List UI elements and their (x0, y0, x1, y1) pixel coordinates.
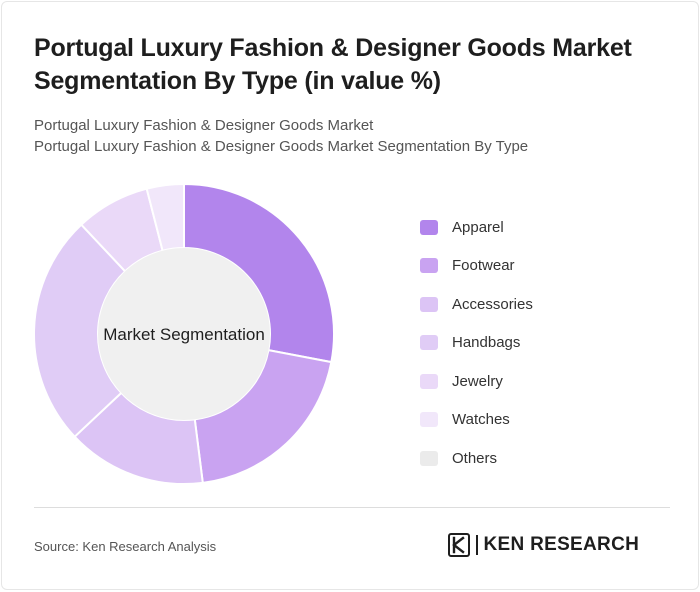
donut-center (98, 248, 270, 420)
legend-item-jewelry[interactable]: Jewelry (420, 362, 670, 401)
legend-swatch-watches (420, 412, 438, 428)
brand-logo: KEN RESEARCH (448, 532, 639, 558)
ken-research-logo-icon (448, 533, 470, 557)
legend-item-apparel[interactable]: Apparel (420, 208, 670, 247)
legend-label-watches: Watches (452, 411, 510, 429)
legend-swatch-footwear (420, 258, 438, 274)
source-note: Source: Ken Research Analysis (34, 539, 217, 554)
legend-label-jewelry: Jewelry (452, 372, 503, 390)
subtitle-line-2: Portugal Luxury Fashion & Designer Goods… (34, 138, 529, 155)
brand-name: KEN RESEARCH (483, 534, 640, 555)
donut-center-label: Market Segmentation (103, 325, 265, 344)
footer-divider (34, 507, 670, 508)
subtitle-line-1: Portugal Luxury Fashion & Designer Goods… (34, 117, 374, 134)
brand-divider (476, 535, 478, 555)
chart-subtitle: Portugal Luxury Fashion & Designer Goods… (34, 115, 674, 157)
legend-item-accessories[interactable]: Accessories (420, 285, 670, 324)
legend-item-footwear[interactable]: Footwear (420, 247, 670, 286)
legend-swatch-accessories (420, 296, 438, 312)
legend-label-footwear: Footwear (452, 257, 515, 275)
legend-label-handbags: Handbags (452, 334, 521, 352)
donut-chart: Market Segmentation (33, 182, 335, 485)
legend-swatch-jewelry (420, 373, 438, 389)
legend-label-others: Others (452, 449, 498, 467)
legend-swatch-apparel (420, 219, 438, 235)
legend-label-apparel: Apparel (452, 218, 504, 236)
legend-item-handbags[interactable]: Handbags (420, 324, 670, 363)
legend-item-others[interactable]: Others (420, 439, 670, 478)
legend-swatch-others (420, 450, 438, 466)
legend-swatch-handbags (420, 335, 438, 351)
chart-legend: Apparel Footwear Accessories Handbags Jewelr… (420, 208, 670, 478)
legend-item-watches[interactable]: Watches (420, 401, 670, 440)
legend-label-accessories: Accessories (452, 295, 533, 313)
chart-title: Portugal Luxury Fashion & Designer Goods… (34, 34, 632, 95)
